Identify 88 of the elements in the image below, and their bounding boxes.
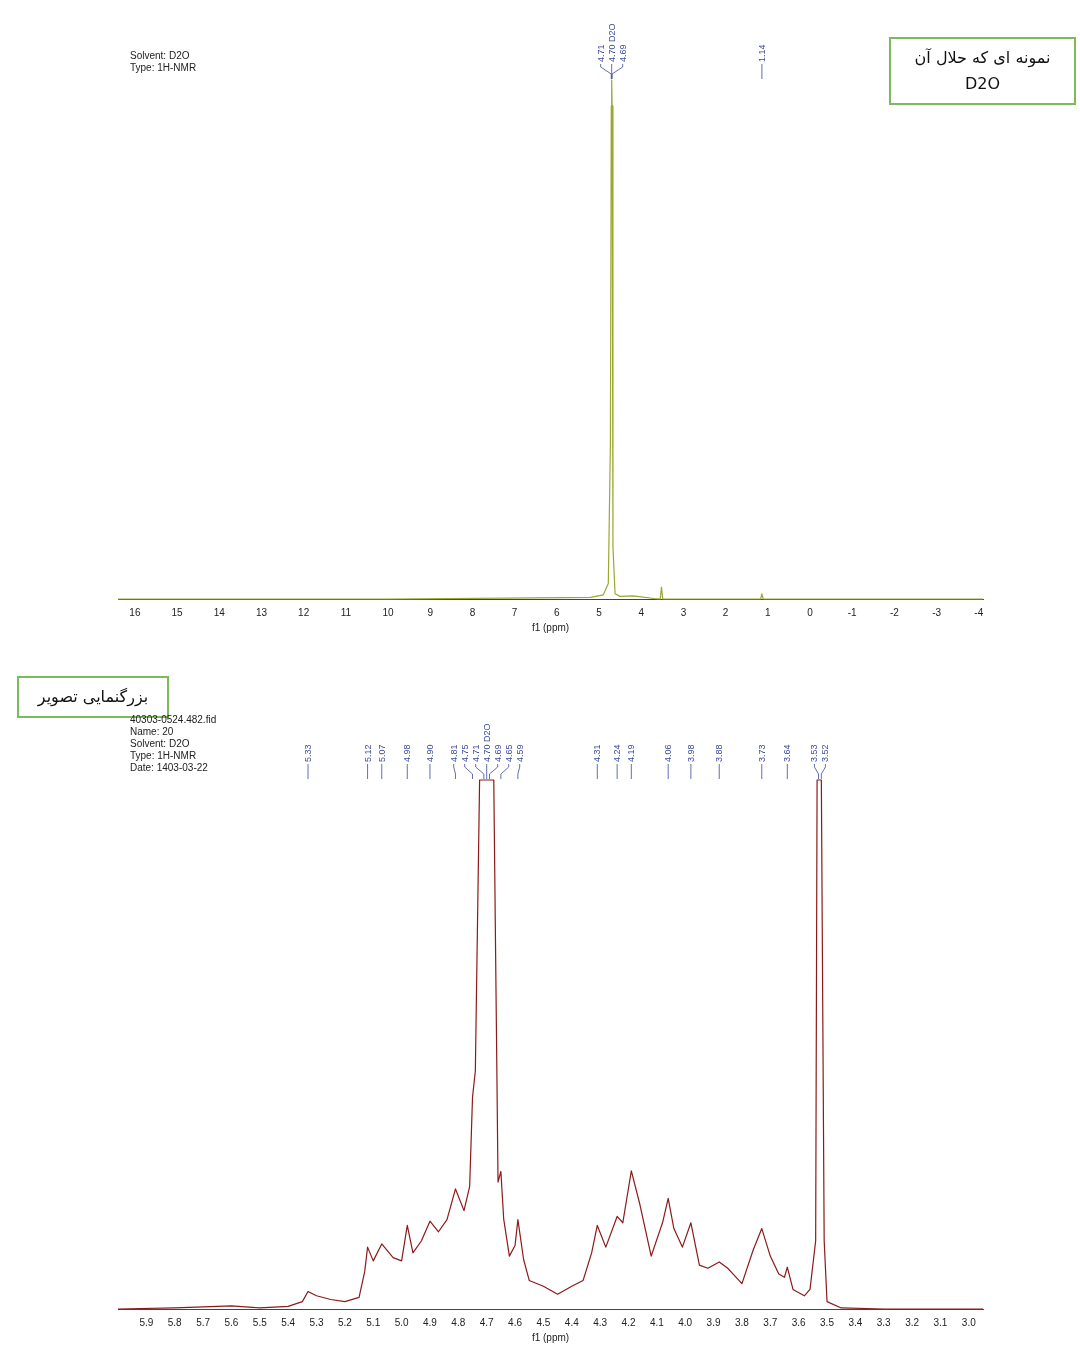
text: Solvent: D2O <box>130 50 191 62</box>
text: Type: 1H-NMR <box>130 750 198 762</box>
x-tick-label: 4.1 <box>649 1316 665 1328</box>
x-tick-label: 3.6 <box>791 1316 807 1328</box>
x-tick-label: 4.6 <box>508 1316 523 1328</box>
x-tick-label: -4 <box>974 606 984 618</box>
chart-title: نمونه ای که حلال آن D2O <box>889 37 1076 105</box>
x-tick-label: 3.7 <box>763 1316 778 1328</box>
x-tick-label: 3.8 <box>734 1316 750 1328</box>
x-tick-label: 7 <box>511 606 518 618</box>
x-tick-label: -3 <box>932 606 942 618</box>
annotation: 4.06 <box>663 744 674 762</box>
x-axis-title: f1 (ppm) <box>531 1331 570 1343</box>
annotation: 4.98 <box>402 744 413 762</box>
annotation: 3.53 <box>809 744 820 762</box>
x-tick-label: -1 <box>847 606 858 618</box>
x-tick-label: 5.0 <box>394 1316 409 1328</box>
x-tick-label: 14 <box>213 606 226 618</box>
x-tick-label: 5.4 <box>281 1316 296 1328</box>
annotation: 5.12 <box>362 744 373 762</box>
x-tick-label: 4.7 <box>479 1316 495 1328</box>
text: Solvent: D2O <box>130 738 191 750</box>
annotation: 4.69 <box>492 744 503 762</box>
annotation: 4.65 <box>503 744 514 762</box>
annotation: 5.33 <box>303 744 314 762</box>
x-tick-label: 5.9 <box>139 1316 154 1328</box>
annotation: 4.24 <box>612 744 623 762</box>
x-tick-label: 5.1 <box>366 1316 381 1328</box>
x-tick-label: 9 <box>427 606 434 618</box>
x-tick-label: 5.6 <box>224 1316 239 1328</box>
x-tick-label: 5.8 <box>167 1316 183 1328</box>
x-tick-label: 4.4 <box>564 1316 580 1328</box>
annotation: 4.19 <box>626 744 637 762</box>
x-tick-label: 4.3 <box>593 1316 608 1328</box>
annotation: 4.59 <box>514 744 525 762</box>
annotation: 3.73 <box>756 744 767 762</box>
annotation: 4.81 <box>448 744 459 762</box>
x-tick-label: 0 <box>807 606 814 618</box>
annotation: 4.71 <box>470 744 481 762</box>
x-tick-label: 15 <box>171 606 184 618</box>
x-tick-label: 5.7 <box>196 1316 211 1328</box>
chart-title: بزرگنمایی تصویر <box>37 687 149 706</box>
x-tick-label: 10 <box>382 606 395 618</box>
text: Date: 1403-03-22 <box>130 762 209 774</box>
x-axis-title: f1 (ppm) <box>531 621 570 633</box>
x-tick-label: 3.1 <box>933 1316 948 1328</box>
annotation: 5.07 <box>376 744 387 762</box>
x-tick-label: 12 <box>298 606 310 618</box>
x-tick-label: 13 <box>255 606 268 618</box>
x-tick-label: 8 <box>469 606 476 618</box>
annotation: 4.71 <box>595 44 606 62</box>
x-tick-label: 5.5 <box>252 1316 268 1328</box>
x-tick-label: 4.9 <box>423 1316 438 1328</box>
x-tick-label: 3.9 <box>706 1316 721 1328</box>
x-tick-label: 3.4 <box>848 1316 863 1328</box>
text: Name: 20 <box>130 726 175 738</box>
annotation: 4.31 <box>592 744 603 762</box>
x-tick-label: 11 <box>340 606 352 618</box>
text: 40303-0524.482.fid <box>130 714 217 726</box>
x-tick-label: 5.3 <box>309 1316 324 1328</box>
annotation: 3.98 <box>685 744 696 762</box>
annotation: 1.14 <box>756 44 767 62</box>
x-tick-label: 3.3 <box>876 1316 892 1328</box>
x-tick-label: 3.2 <box>905 1316 920 1328</box>
x-tick-label: 4 <box>638 606 645 618</box>
annotation: 3.52 <box>820 744 831 762</box>
x-tick-label: 3.5 <box>820 1316 835 1328</box>
x-tick-label: 4.8 <box>451 1316 466 1328</box>
annotation: 4.70 D2O <box>481 723 492 762</box>
annotation: 3.64 <box>782 744 793 762</box>
annotation: 4.69 <box>617 44 628 62</box>
text: Type: 1H-NMR <box>130 62 197 74</box>
x-tick-label: 2 <box>722 606 729 618</box>
x-tick-label: -2 <box>889 606 900 618</box>
x-tick-label: 3 <box>680 606 687 618</box>
annotation: 3.88 <box>714 744 725 762</box>
x-tick-label: 5 <box>596 606 603 618</box>
x-tick-label: 6 <box>554 606 561 618</box>
x-tick-label: 4.5 <box>536 1316 551 1328</box>
x-tick-label: 16 <box>129 606 141 618</box>
x-tick-label: 5.2 <box>337 1316 353 1328</box>
annotation: 4.75 <box>459 744 470 762</box>
x-tick-label: 1 <box>765 606 772 618</box>
x-tick-label: 3.0 <box>961 1316 977 1328</box>
annotation: 4.70 D2O <box>606 23 617 62</box>
x-tick-label: 4.2 <box>621 1316 636 1328</box>
annotation: 4.90 <box>424 744 435 762</box>
x-tick-label: 4.0 <box>678 1316 693 1328</box>
